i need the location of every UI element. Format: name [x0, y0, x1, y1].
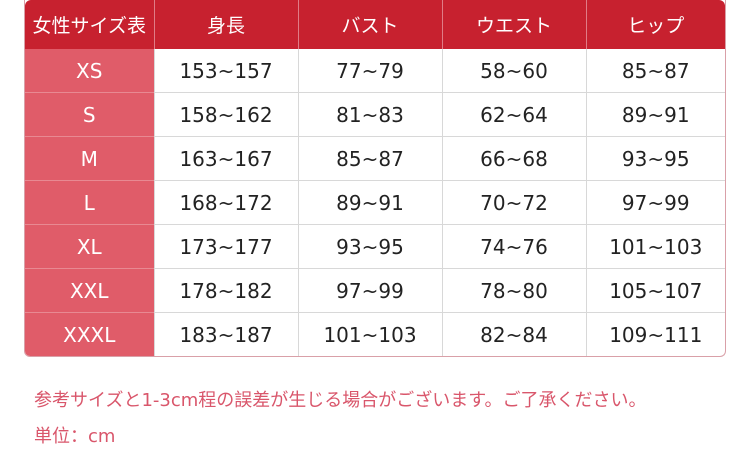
- column-header: 身長: [153, 0, 298, 49]
- column-header: バスト: [297, 0, 442, 49]
- table-row: XL 173~177 93~95 74~76 101~103: [25, 224, 725, 269]
- size-label: XXL: [25, 268, 154, 313]
- size-label: XL: [25, 224, 154, 269]
- size-label: L: [25, 180, 154, 225]
- column-header: ヒップ: [585, 0, 725, 49]
- measurement-cell: 77~79: [297, 49, 442, 93]
- measurement-cell: 163~167: [153, 136, 298, 181]
- size-chart-table: 女性サイズ表 身長 バスト ウエスト ヒップ XS 153~157 77~79 58~60 85…: [24, 0, 726, 357]
- size-label: XXXL: [25, 312, 154, 356]
- measurement-cell: 81~83: [297, 92, 442, 137]
- measurement-cell: 97~99: [585, 180, 725, 225]
- table-row: L 168~172 89~91 70~72 97~99: [25, 180, 725, 225]
- measurement-cell: 66~68: [441, 136, 586, 181]
- measurement-cell: 93~95: [585, 136, 725, 181]
- measurement-cell: 173~177: [153, 224, 298, 269]
- measurement-cell: 74~76: [441, 224, 586, 269]
- measurement-cell: 101~103: [585, 224, 725, 269]
- measurement-cell: 89~91: [297, 180, 442, 225]
- measurement-cell: 153~157: [153, 49, 298, 93]
- table-row: XXXL 183~187 101~103 82~84 109~111: [25, 312, 725, 356]
- measurement-cell: 58~60: [441, 49, 586, 93]
- size-label: XS: [25, 49, 154, 93]
- measurement-cell: 62~64: [441, 92, 586, 137]
- unit-note: 単位：cm: [34, 426, 116, 447]
- measurement-cell: 158~162: [153, 92, 298, 137]
- measurement-cell: 70~72: [441, 180, 586, 225]
- column-header: 女性サイズ表: [25, 0, 154, 49]
- measurement-cell: 93~95: [297, 224, 442, 269]
- measurement-cell: 178~182: [153, 268, 298, 313]
- size-label: S: [25, 92, 154, 137]
- measurement-cell: 168~172: [153, 180, 298, 225]
- measurement-cell: 101~103: [297, 312, 442, 356]
- table-row: XXL 178~182 97~99 78~80 105~107: [25, 268, 725, 313]
- measurement-cell: 89~91: [585, 92, 725, 137]
- table-row: XS 153~157 77~79 58~60 85~87: [25, 49, 725, 93]
- measurement-cell: 183~187: [153, 312, 298, 356]
- header-row: 女性サイズ表 身長 バスト ウエスト ヒップ: [25, 0, 725, 49]
- table-row: S 158~162 81~83 62~64 89~91: [25, 92, 725, 137]
- measurement-cell: 85~87: [297, 136, 442, 181]
- measurement-cell: 78~80: [441, 268, 586, 313]
- size-label: M: [25, 136, 154, 181]
- disclaimer-note: 参考サイズと1-3cm程の誤差が生じる場合がございます。ご了承ください。: [34, 390, 647, 411]
- measurement-cell: 105~107: [585, 268, 725, 313]
- measurement-cell: 82~84: [441, 312, 586, 356]
- measurement-cell: 97~99: [297, 268, 442, 313]
- measurement-cell: 85~87: [585, 49, 725, 93]
- measurement-cell: 109~111: [585, 312, 725, 356]
- table-row: M 163~167 85~87 66~68 93~95: [25, 136, 725, 181]
- column-header: ウエスト: [441, 0, 586, 49]
